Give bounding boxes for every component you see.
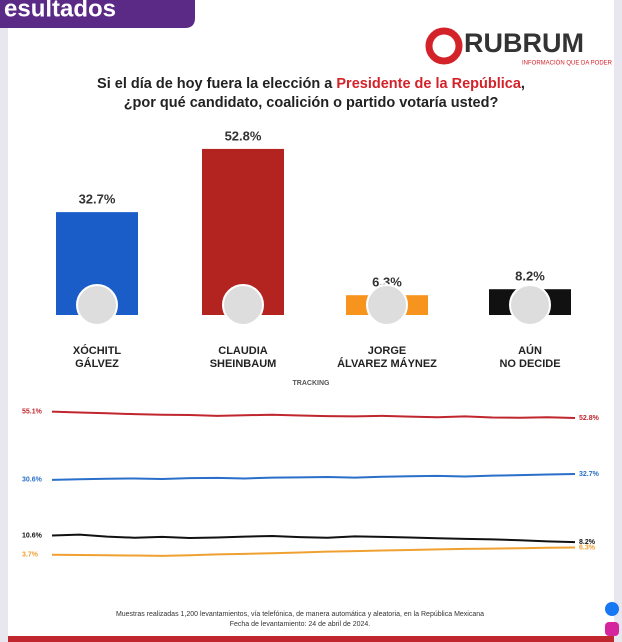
category-label: ÁLVAREZ MÁYNEZ — [337, 357, 437, 370]
line-value-label: 10.6% — [22, 532, 43, 539]
value-label: 32.7% — [79, 192, 116, 207]
candidate-photo — [77, 285, 117, 325]
facebook-icon — [605, 602, 619, 616]
title-part: , — [521, 76, 525, 92]
line-value-label: 55.1% — [22, 408, 43, 415]
candidate-photo — [223, 285, 263, 325]
category-label: CLAUDIA — [218, 345, 268, 357]
footnote: Muestras realizadas 1,200 levantamientos… — [116, 611, 484, 618]
tracking-title: TRACKING — [293, 380, 330, 387]
title-part: Si el día de hoy fuera la elección a — [97, 76, 336, 92]
category-label: GÁLVEZ — [75, 357, 119, 370]
footnote: Fecha de levantamiento: 24 de abril de 2… — [230, 621, 371, 628]
line-value-label: 32.7% — [579, 471, 600, 478]
candidate-photo — [367, 285, 407, 325]
infographic: esultados RUBRUM INFORMACIÓN QUE DA PODE… — [0, 0, 622, 642]
line-value-label: 52.8% — [579, 415, 600, 422]
category-label: NO DECIDE — [499, 358, 560, 370]
category-label: JORGE — [368, 345, 407, 357]
logo: RUBRUM — [464, 28, 584, 58]
category-label: SHEINBAUM — [210, 358, 277, 370]
line-value-label: 3.7% — [22, 552, 39, 559]
value-label: 52.8% — [225, 128, 262, 143]
value-label: 8.2% — [515, 269, 545, 284]
line-value-label: 6.3% — [579, 544, 596, 551]
category-label: AÚN — [518, 344, 542, 357]
title-line-1: Si el día de hoy fuera la elección a Pre… — [97, 76, 525, 92]
instagram-icon — [605, 622, 619, 636]
line-value-label: 30.6% — [22, 477, 43, 484]
title-highlight: Presidente de la República — [336, 76, 521, 92]
candidate-photo — [510, 285, 550, 325]
logo-tagline: INFORMACIÓN QUE DA PODER — [522, 60, 613, 67]
banner-text: esultados — [4, 0, 116, 22]
category-label: XÓCHITL — [73, 344, 122, 357]
title-line-2: ¿por qué candidato, coalición o partido … — [124, 95, 499, 111]
footer-strip — [8, 636, 614, 642]
